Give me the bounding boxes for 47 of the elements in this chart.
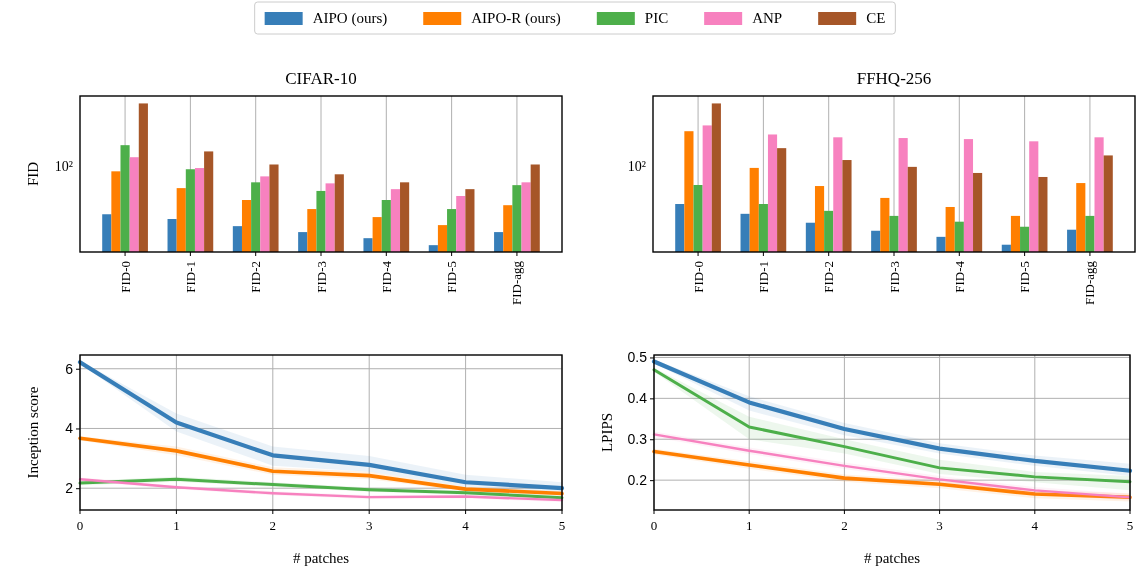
x-tick-label: 3 [936,518,943,533]
legend-label: CE [866,10,886,26]
legend-label: PIC [644,10,669,26]
x-axis-title: # patches [292,550,350,566]
y-tick-label: 0.4 [627,390,648,407]
x-tick-label: FID-4 [378,260,394,293]
legend-label: ANP [752,10,783,26]
y-tick-label: 0.5 [627,349,648,366]
chart-title: FFHQ-256 [856,69,932,88]
y-axis-title: Inception score [25,386,41,479]
x-tick-label: 1 [173,518,180,533]
x-tick-label: FID-1 [755,261,771,293]
x-axis-title: # patches [863,550,921,566]
x-tick-label: FID-agg [1082,260,1098,306]
text: 10² [627,159,646,175]
chart-title: CIFAR-10 [285,69,357,88]
y-axis-title: FID [25,161,41,187]
x-tick-label: FID-5 [444,261,460,293]
x-tick-label: FID-agg [509,260,525,306]
x-tick-label: 4 [1031,518,1039,533]
x-tick-label: FID-3 [886,261,902,293]
x-tick-label: 1 [745,518,753,533]
x-tick-label: 3 [365,518,373,533]
x-tick-label: FID-2 [821,261,837,293]
x-tick-label: FID-3 [313,261,329,293]
x-tick-label: FID-0 [117,261,133,293]
x-tick-label: 4 [462,518,470,533]
y-axis-title: LPIPS [599,412,615,453]
x-tick-label: FID-0 [690,261,706,293]
x-tick-label: FID-4 [951,260,967,293]
y-tick-label: 6 [65,360,74,377]
y-tick-label: 2 [65,480,74,497]
legend-label: AIPO (ours) [312,10,388,27]
x-tick-label: 2 [841,518,848,533]
y-tick-label: 0.3 [627,431,648,448]
legend-label: AIPO-R (ours) [471,10,561,27]
y-tick-label: 4 [65,420,74,437]
x-tick-label: 0 [76,518,84,533]
x-tick-label: 2 [269,518,277,533]
y-tick-label: 0.2 [627,472,648,489]
x-tick-label: 5 [1126,518,1134,533]
x-tick-label: 5 [558,518,566,533]
text: 10² [54,159,73,175]
x-tick-label: FID-1 [182,261,198,293]
x-tick-label: FID-2 [248,261,264,293]
x-tick-label: 0 [650,518,658,533]
x-tick-label: FID-5 [1017,261,1033,293]
